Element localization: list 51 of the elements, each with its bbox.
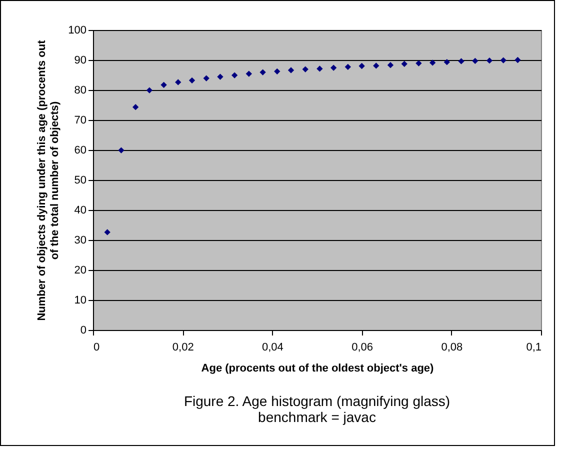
x-tick-label: 0,1 [526,342,542,354]
point [401,60,408,67]
point [472,58,478,64]
x-tick-label: 0 [94,342,100,354]
y-tick-label: 60 [74,144,86,156]
y-tick-label: 100 [68,24,86,36]
point [146,87,153,94]
point [260,69,266,76]
point [118,147,124,154]
y-tick-label: 80 [74,84,86,96]
y-tick-label: 10 [74,294,86,306]
point [274,68,280,74]
point [430,60,436,66]
point [373,62,380,69]
y-tick-label: 0 [80,324,86,336]
point [175,79,182,86]
point [132,104,139,110]
point [188,77,196,84]
x-tick-label: 0,04 [262,342,284,354]
text: Figure 2. Age histogram (magnifying glass) [184,393,450,409]
point [288,67,294,74]
point [217,74,224,80]
point [416,60,422,66]
point [231,72,238,78]
x-tick-label: 0,06 [352,342,374,354]
point [458,58,464,64]
x-tick-label: 0,02 [172,342,194,354]
text: benchmark = javac [258,409,376,425]
point [486,58,493,64]
x-axis-title: Age (procents out of the oldest object's age) [201,362,434,374]
x-tick-label: 0,08 [441,342,463,354]
point [500,57,506,64]
point [104,229,110,236]
point [344,64,351,70]
y-axis-title: Number of objects dying under this age (procents out of the total number of objects) [36,40,62,321]
y-tick-label: 40 [74,204,86,216]
y-tick-label: 20 [74,264,86,276]
point [316,66,323,72]
y-tick-label: 30 [74,234,86,246]
point [203,75,210,82]
point [160,82,167,88]
y-tick-label: 50 [74,174,86,186]
point [444,59,450,66]
point [387,62,394,68]
point [514,56,521,64]
y-tick-label: 90 [74,54,86,66]
point [330,64,337,71]
point [302,66,308,72]
point [246,70,252,77]
y-tick-label: 70 [74,114,86,126]
point [358,62,365,70]
